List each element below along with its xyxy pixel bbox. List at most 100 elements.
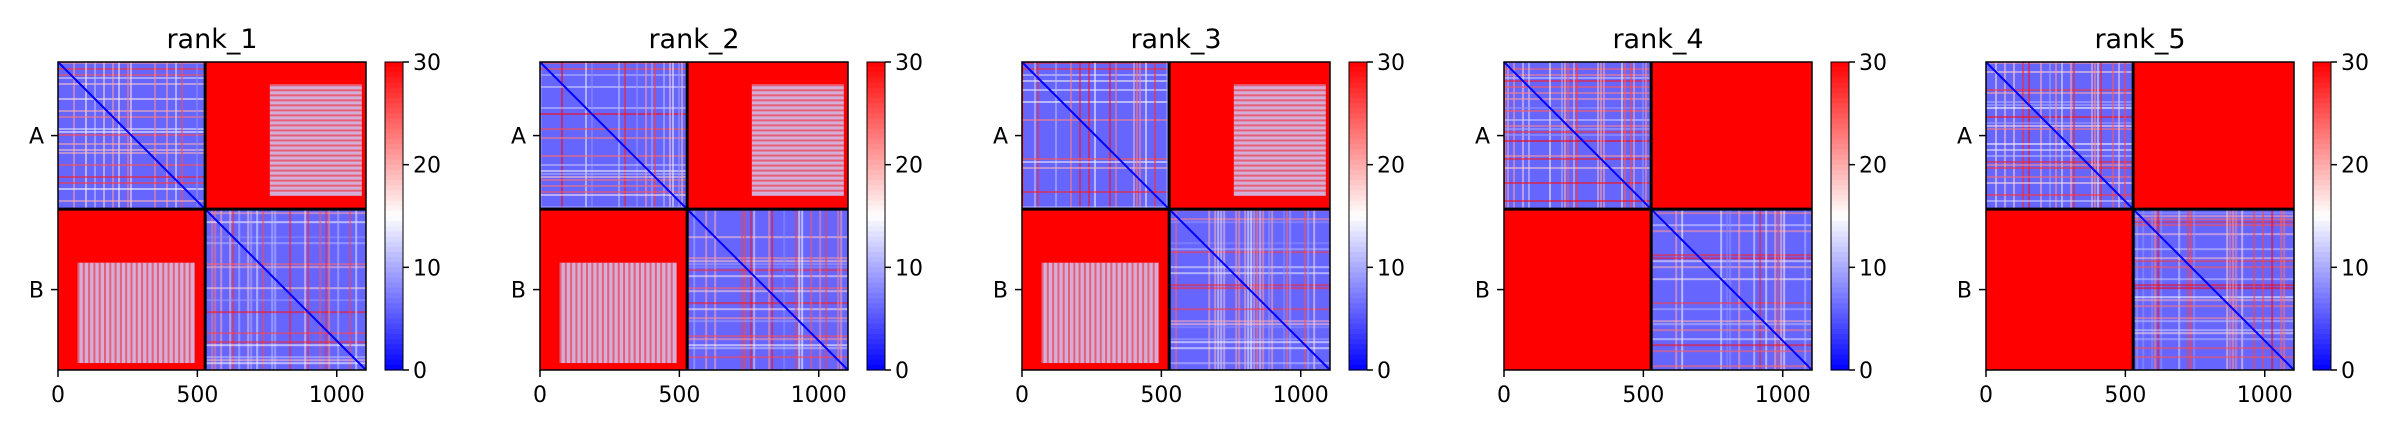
region-stripe (660, 262, 663, 364)
band-col (166, 62, 168, 210)
colorbar-segment (867, 154, 885, 161)
region-stripe (135, 262, 138, 364)
region-stripe (156, 262, 159, 364)
colorbar-segment (385, 144, 403, 150)
band-col (328, 209, 331, 370)
colorbar-segment (2313, 174, 2331, 181)
colorbar-segment (1831, 185, 1849, 191)
band-col (1250, 209, 1253, 370)
colorbar-segment (1349, 72, 1367, 78)
band-row (205, 221, 366, 224)
band-row (1651, 254, 1812, 257)
colorbar-segment (385, 185, 403, 191)
ytick-label: A (1475, 125, 1490, 150)
colorbar-segment (385, 77, 403, 84)
band-row (58, 164, 206, 166)
region-stripe (644, 262, 647, 364)
colorbar-segment (2313, 205, 2331, 212)
colorbar-segment (1349, 287, 1367, 294)
band-col (1256, 209, 1259, 370)
colorbar-segment (867, 221, 885, 227)
band-col (1262, 209, 1265, 370)
band-row (687, 287, 848, 290)
colorbar-tick-label: 0 (2341, 359, 2355, 384)
colorbar-segment (1349, 108, 1367, 114)
band-col (238, 209, 241, 370)
band-col (2262, 209, 2265, 370)
region-stripe (751, 149, 844, 152)
colorbar-segment (867, 169, 885, 176)
colorbar-segment (1349, 118, 1367, 125)
xtick-label: 1000 (1755, 383, 1811, 408)
colorbar-tick-label: 20 (1859, 154, 1887, 179)
region-fill (77, 262, 195, 364)
colorbar-segment (1349, 323, 1367, 330)
region-stripe (751, 99, 844, 102)
region-stripe (751, 159, 844, 162)
band-col (819, 209, 822, 370)
band-col (1022, 62, 1024, 210)
band-col (1804, 209, 1807, 370)
band-col (154, 62, 156, 210)
colorbar-segment (1349, 185, 1367, 191)
band-row (58, 176, 206, 178)
region-stripe (1233, 169, 1326, 172)
colorbar-segment (867, 323, 885, 330)
xtick-label: 0 (533, 383, 547, 408)
region-stripe (751, 94, 844, 97)
colorbar-segment (1831, 339, 1849, 345)
region-stripe (1233, 184, 1326, 187)
region-stripe (269, 114, 362, 117)
band-col (1645, 62, 1647, 210)
band-col (1995, 62, 1997, 210)
band-col (2100, 62, 2102, 210)
band-row (540, 155, 688, 157)
colorbar-segment (867, 149, 885, 155)
band-col (744, 209, 747, 370)
region-stripe (269, 124, 362, 127)
band-row (2133, 317, 2294, 320)
colorbar-segment (1349, 144, 1367, 150)
region-stripe (1136, 262, 1139, 364)
colorbar-segment (867, 339, 885, 345)
colorbar-segment (867, 62, 885, 68)
region-stripe (1105, 262, 1108, 364)
region-stripe (1041, 262, 1044, 364)
band-row (1169, 320, 1330, 323)
band-row (1651, 224, 1812, 227)
band-row (2133, 212, 2294, 215)
diagonal (539, 61, 849, 371)
colorbar-segment (867, 159, 885, 166)
colorbar-tick-label: 20 (1377, 154, 1405, 179)
region-stripe (269, 84, 362, 87)
colorbar-segment (867, 180, 885, 186)
band-row (1986, 149, 2134, 151)
colorbar-segment (385, 236, 403, 243)
band-row (205, 299, 366, 302)
colorbar-segment (1831, 62, 1849, 68)
colorbar-segment (867, 185, 885, 191)
colorbar-segment (385, 323, 403, 330)
colorbar-segment (1349, 82, 1367, 89)
band-row (1651, 365, 1812, 368)
region-stripe (1233, 104, 1326, 107)
band-row (205, 341, 366, 344)
region-stripe (1233, 124, 1326, 127)
band-row (540, 74, 688, 76)
diagonal (1503, 61, 1813, 371)
band-row (2133, 284, 2294, 287)
colorbar-segment (867, 344, 885, 351)
colorbar-segment (1349, 364, 1367, 371)
band-col (1115, 62, 1117, 210)
colorbar-segment (2313, 287, 2331, 294)
region-fill (751, 84, 844, 196)
band-row (1986, 194, 2134, 196)
region-stripe (1067, 262, 1070, 364)
colorbar-segment (385, 241, 403, 248)
colorbar-tick-label: 0 (1377, 359, 1391, 384)
region-stripe (178, 262, 181, 364)
band-row (1022, 206, 1170, 208)
region-stripe (151, 262, 154, 364)
colorbar-segment (2313, 108, 2331, 114)
colorbar-segment (2313, 103, 2331, 109)
